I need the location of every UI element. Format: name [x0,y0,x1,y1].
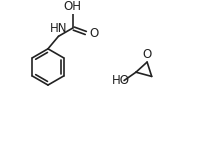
Text: O: O [142,48,152,61]
Text: OH: OH [64,0,82,13]
Text: HN: HN [50,22,67,35]
Text: HO: HO [112,74,130,87]
Text: O: O [90,27,99,40]
